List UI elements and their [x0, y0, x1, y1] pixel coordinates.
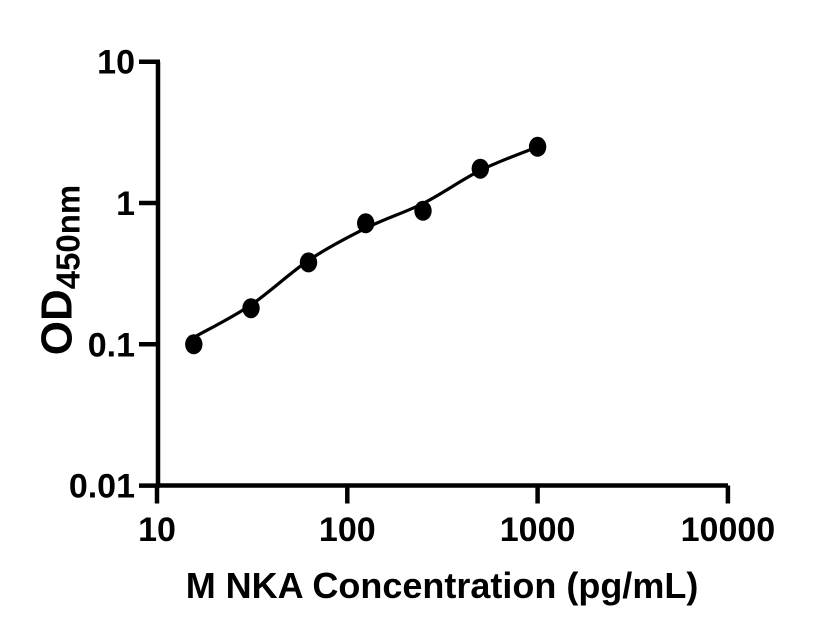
y-tick-label: 0.01: [69, 468, 135, 506]
y-tick-label: 1: [116, 185, 135, 223]
y-tick-label: 10: [97, 44, 135, 82]
y-axis-title-subscript: 450nm: [49, 184, 87, 290]
data-point: [528, 136, 547, 157]
data-point: [357, 213, 375, 234]
y-axis-title-main: OD: [32, 289, 82, 356]
x-tick-label: 10000: [681, 511, 776, 549]
y-axis-title: OD450nm: [32, 184, 87, 356]
y-tick-label: 0.1: [88, 326, 135, 364]
x-tick-label: 10: [138, 511, 176, 549]
data-point: [242, 298, 260, 319]
x-axis-title-text: M NKA Concentration (pg/mL): [185, 565, 699, 606]
data-point: [414, 200, 432, 221]
data-point: [185, 334, 203, 355]
x-axis-title: M NKA Concentration (pg/mL): [186, 566, 699, 606]
data-point: [299, 252, 318, 273]
data-point: [471, 158, 489, 179]
x-tick-label: 100: [319, 511, 376, 549]
x-tick-label: 1000: [500, 511, 576, 549]
